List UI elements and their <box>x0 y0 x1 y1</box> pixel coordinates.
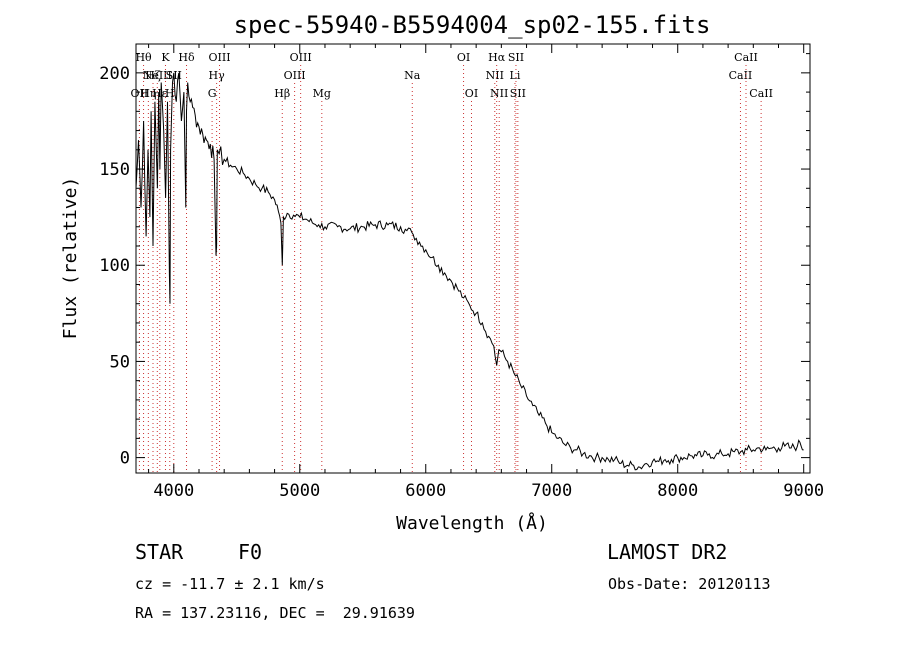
y-tick-label: 50 <box>110 352 130 372</box>
line-marker-label: OI <box>457 51 470 64</box>
coordinates: RA = 137.23116, DEC = 29.91639 <box>135 604 415 622</box>
y-tick-label: 150 <box>99 160 130 180</box>
line-marker-label: CaII <box>734 51 758 64</box>
line-marker-label: OIII <box>284 69 306 82</box>
line-marker-label: NeIII <box>143 69 172 82</box>
line-marker-label: Hη <box>140 87 156 100</box>
redshift-info: cz = -11.7 ± 2.1 km/s <box>135 575 325 593</box>
object-class: STAR <box>135 540 184 564</box>
line-marker-label: H <box>165 87 175 100</box>
line-marker-label: Hδ <box>178 51 195 64</box>
line-marker-label: OII <box>131 87 149 100</box>
line-marker-label: Hζ <box>145 69 161 82</box>
line-marker-label: NII <box>486 69 504 82</box>
line-marker-label: Hε <box>152 87 168 100</box>
line-marker-label: CaII <box>729 69 753 82</box>
line-marker-label: OI <box>465 87 478 100</box>
plot-frame <box>135 43 811 474</box>
line-marker-label: Li <box>510 69 521 82</box>
chart-title: spec-55940-B5594004_sp02-155.fits <box>234 11 711 39</box>
line-marker-label: Hθ <box>135 51 152 64</box>
line-marker-label: Hβ <box>274 87 290 100</box>
line-marker-label: Mg <box>313 87 331 100</box>
x-tick-label: 8000 <box>657 481 698 501</box>
line-marker-label: OIII <box>208 51 230 64</box>
x-tick-label: 4000 <box>153 481 194 501</box>
observation-date: Obs-Date: 20120113 <box>608 575 771 593</box>
line-marker-label: CaII <box>749 87 773 100</box>
x-tick-label: 5000 <box>279 481 320 501</box>
y-tick-label: 0 <box>120 449 130 469</box>
spectrum-line <box>135 72 804 471</box>
line-marker-label: OIII <box>290 51 312 64</box>
line-marker-label: Hα <box>488 51 506 64</box>
x-tick-label: 7000 <box>531 481 572 501</box>
line-marker-label: Hγ <box>209 69 226 82</box>
y-axis-label: Flux (relative) <box>60 177 81 340</box>
object-subclass: F0 <box>238 540 263 564</box>
line-marker-label: SII <box>508 51 524 64</box>
line-marker-label: Na <box>404 69 421 82</box>
line-marker-label: SII <box>510 87 526 100</box>
line-marker-label: G <box>208 87 217 100</box>
x-axis-label: Wavelength (Å) <box>396 512 548 534</box>
x-tick-label: 6000 <box>405 481 446 501</box>
survey-name: LAMOST DR2 <box>607 540 728 564</box>
line-marker-label: K <box>161 51 170 64</box>
axis-ticks-layer: 4000 5000 6000 7000 8000 9000 0 50 100 150 200 <box>99 44 824 501</box>
y-tick-label: 100 <box>99 256 130 276</box>
x-tick-label: 9000 <box>783 481 824 501</box>
line-marker-label: NII <box>490 87 508 100</box>
y-tick-label: 200 <box>99 64 130 84</box>
